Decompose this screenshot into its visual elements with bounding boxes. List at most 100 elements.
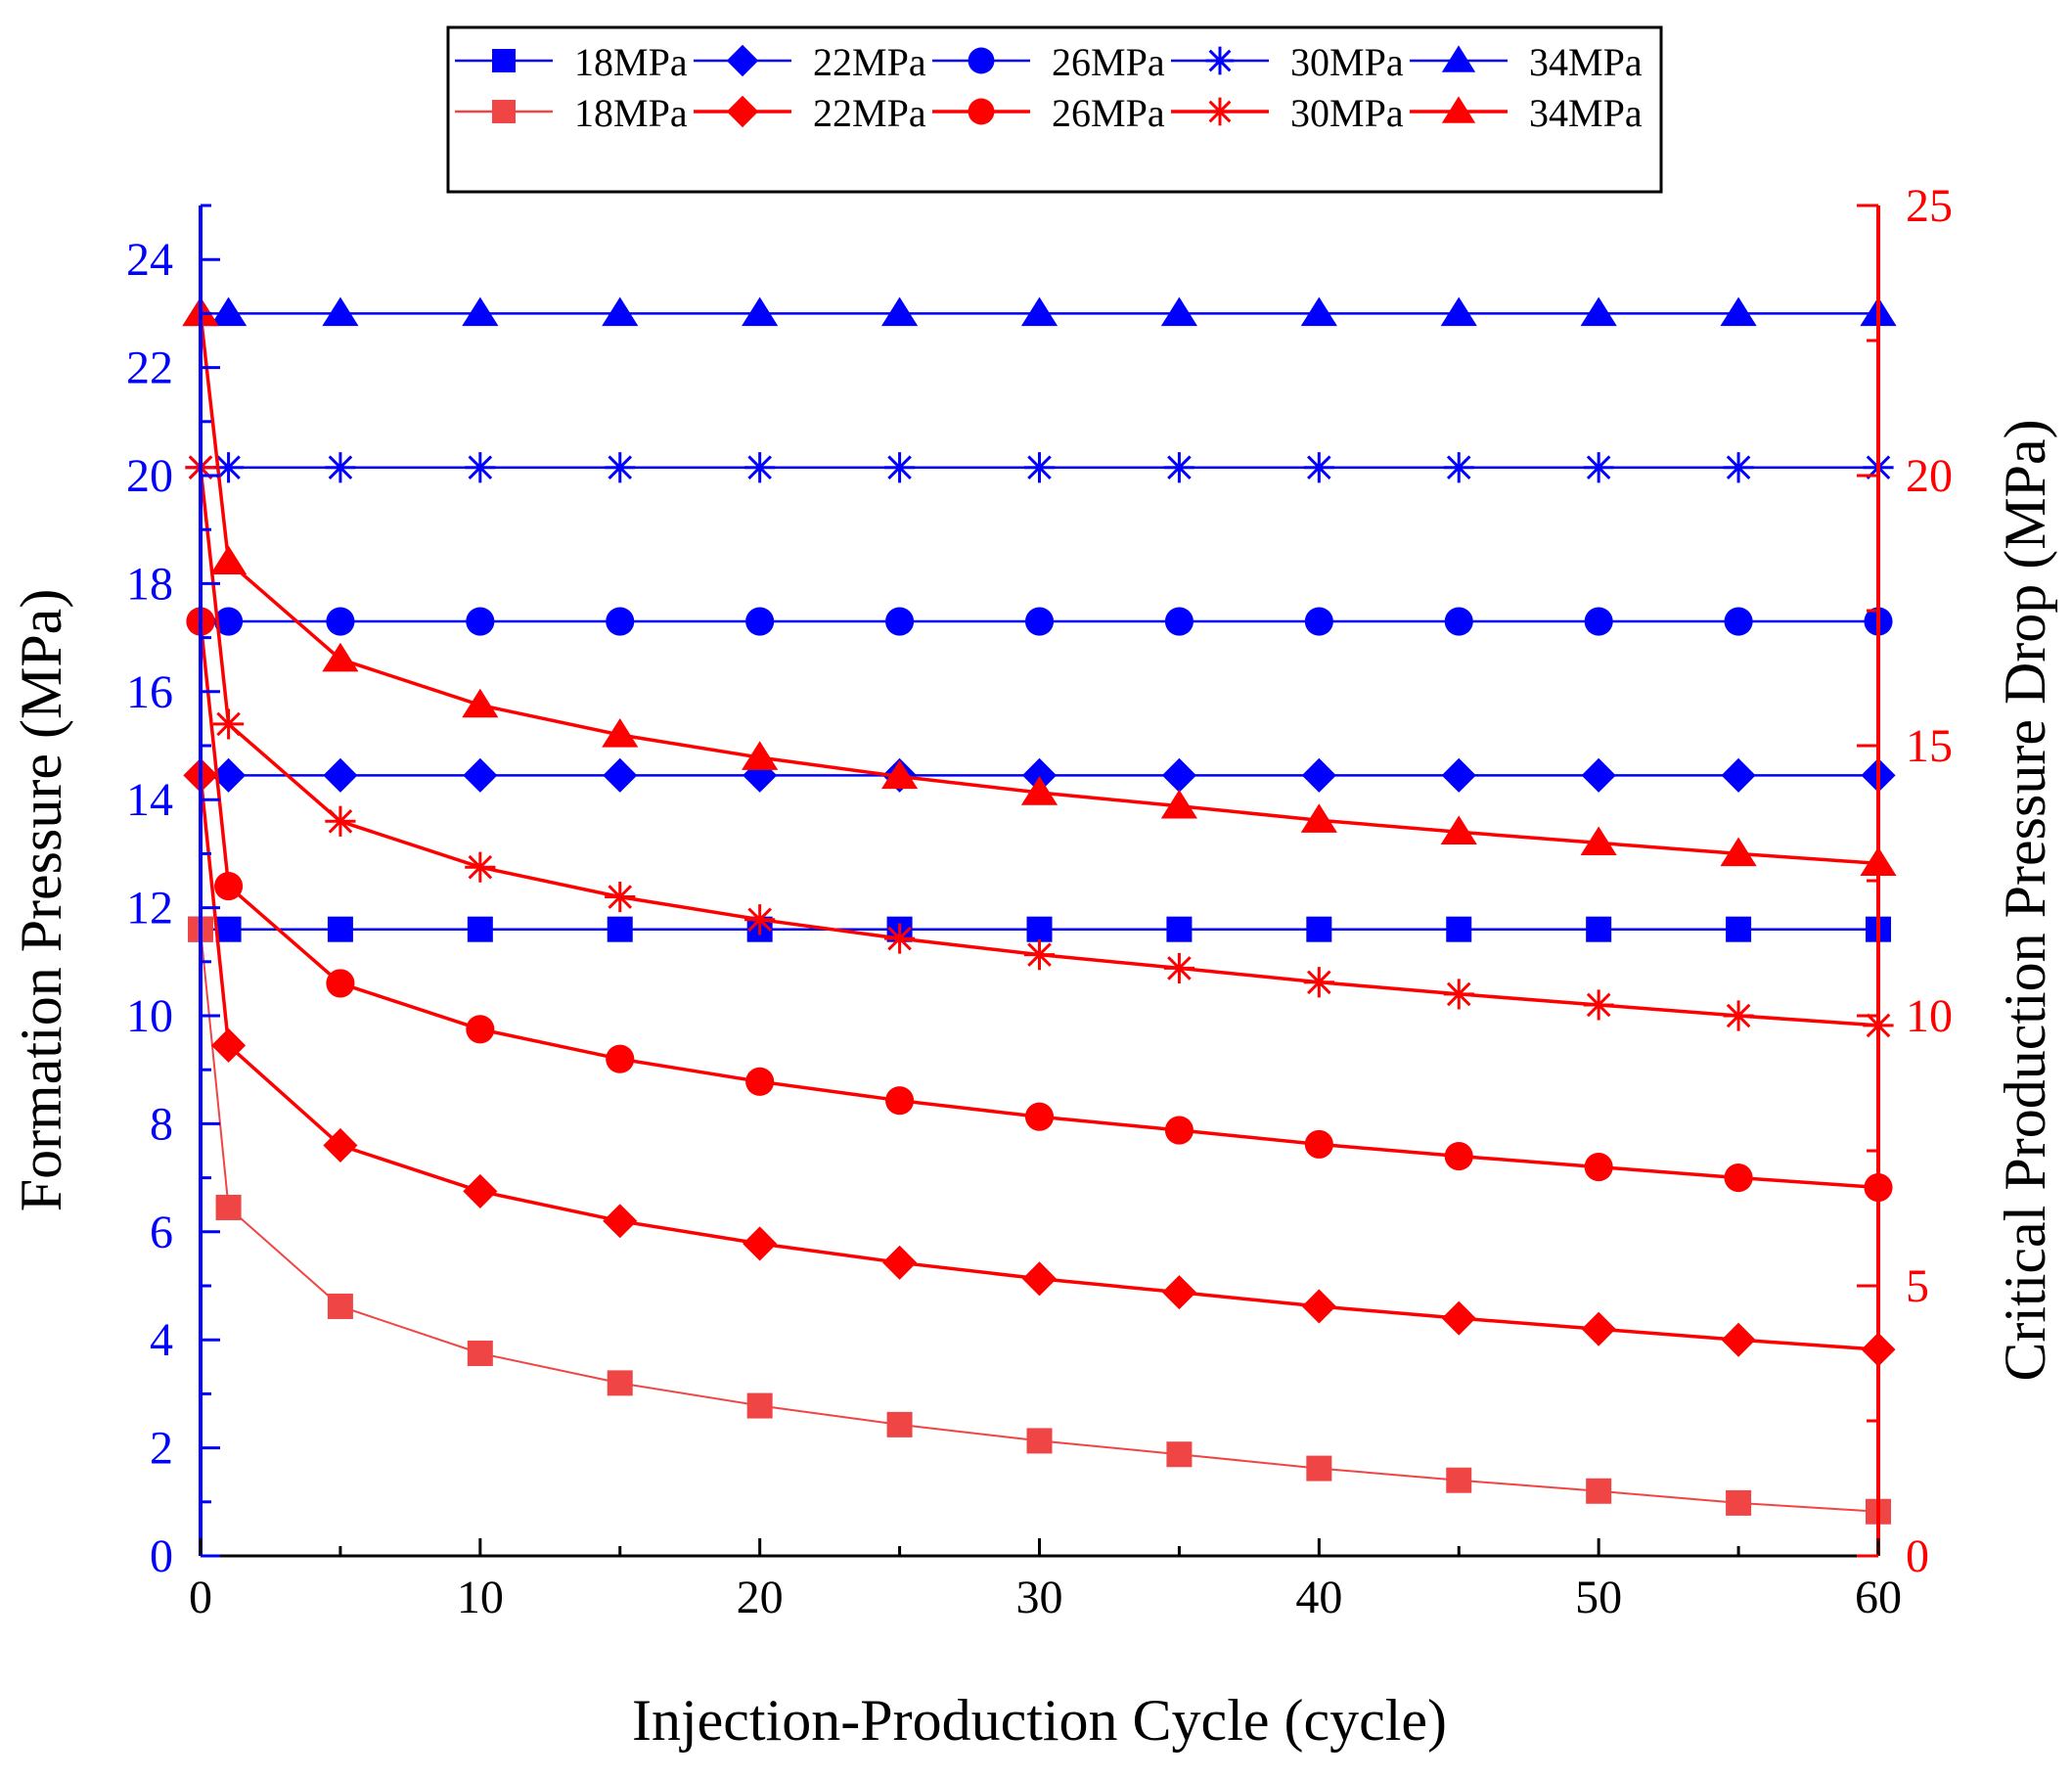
legend-drop-marker-34MPa <box>1441 96 1476 123</box>
drop-point-34MPa-30 <box>1020 776 1059 805</box>
x-tick-label-10: 10 <box>457 1572 504 1623</box>
drop-line-22MPa <box>199 775 1879 1351</box>
drop-point-22MPa-1 <box>211 1027 247 1063</box>
left-y-tick-label-4: 4 <box>150 1314 173 1366</box>
formation-point-34MPa-55 <box>1720 296 1757 327</box>
drop-point-26MPa-45 <box>1444 1141 1473 1171</box>
drop-point-34MPa-1 <box>209 545 248 574</box>
formation-point-34MPa-35 <box>1160 296 1198 327</box>
right-y-tick-label-10: 10 <box>1906 990 1953 1042</box>
formation-point-26MPa-20 <box>745 607 775 636</box>
left-y-tick-label-20: 20 <box>126 450 173 502</box>
drop-point-26MPa-20 <box>745 1067 775 1096</box>
formation-point-26MPa-40 <box>1304 607 1333 636</box>
formation-point-18MPa-55 <box>1726 916 1752 942</box>
formation-point-26MPa-10 <box>466 607 495 636</box>
drop-point-18MPa-10 <box>467 1341 493 1366</box>
drop-point-30MPa-10 <box>465 851 496 883</box>
drop-point-34MPa-50 <box>1580 826 1617 856</box>
right-y-tick-label-0: 0 <box>1906 1530 1929 1582</box>
drop-point-30MPa-25 <box>883 923 916 954</box>
right-y-tick-label-5: 5 <box>1906 1260 1929 1312</box>
drop-point-30MPa-20 <box>744 904 776 935</box>
drop-point-22MPa-10 <box>463 1173 498 1209</box>
formation-point-34MPa-15 <box>602 296 639 327</box>
drop-point-18MPa-20 <box>746 1392 773 1419</box>
formation-point-34MPa-40 <box>1300 296 1337 327</box>
legend-formation-label-18MPa: 18MPa <box>574 40 688 84</box>
legend-drop-marker-26MPa <box>968 98 995 125</box>
drop-point-30MPa-5 <box>325 805 356 837</box>
formation-point-34MPa-25 <box>880 296 919 327</box>
legend-drop-label-26MPa: 26MPa <box>1052 91 1165 135</box>
left-y-tick-label-10: 10 <box>126 990 173 1042</box>
drop-line-34MPa <box>199 313 1879 866</box>
formation-point-26MPa-15 <box>606 607 635 636</box>
drop-point-26MPa-50 <box>1584 1153 1613 1182</box>
drop-point-18MPa-25 <box>886 1411 913 1437</box>
formation-point-30MPa-15 <box>605 452 636 483</box>
x-tick-label-60: 60 <box>1855 1572 1902 1623</box>
drop-point-22MPa-50 <box>1581 1311 1616 1346</box>
left-y-tick-label-12: 12 <box>126 883 173 935</box>
drop-point-26MPa-30 <box>1024 1102 1055 1131</box>
formation-point-26MPa-50 <box>1584 607 1613 636</box>
drop-point-34MPa-5 <box>322 642 359 672</box>
drop-point-18MPa-30 <box>1026 1428 1053 1454</box>
drop-point-34MPa-15 <box>602 718 639 748</box>
legend-drop-marker-18MPa <box>492 100 516 123</box>
drop-point-26MPa-55 <box>1724 1163 1753 1193</box>
drop-point-18MPa-50 <box>1586 1478 1612 1504</box>
legend-drop-label-30MPa: 30MPa <box>1290 91 1404 135</box>
legend-formation-label-22MPa: 22MPa <box>813 40 926 84</box>
drop-point-22MPa-25 <box>882 1245 918 1280</box>
x-tick-label-20: 20 <box>737 1572 784 1623</box>
drop-point-34MPa-10 <box>462 688 499 718</box>
formation-point-22MPa-15 <box>603 757 638 793</box>
legend-drop-label-22MPa: 22MPa <box>813 91 926 135</box>
formation-point-30MPa-55 <box>1723 452 1754 483</box>
drop-point-30MPa-1 <box>212 708 245 740</box>
drop-point-22MPa-55 <box>1721 1322 1756 1357</box>
drop-line-18MPa <box>200 929 1879 1513</box>
left-y-tick-label-6: 6 <box>150 1207 173 1258</box>
drop-point-26MPa-15 <box>606 1044 635 1073</box>
x-tick-label-40: 40 <box>1295 1572 1342 1623</box>
formation-point-34MPa-45 <box>1440 296 1477 327</box>
formation-point-30MPa-10 <box>465 452 496 483</box>
formation-point-22MPa-35 <box>1161 757 1196 793</box>
drop-point-30MPa-45 <box>1443 979 1474 1010</box>
drop-point-26MPa-1 <box>214 871 244 901</box>
formation-point-22MPa-1 <box>211 757 247 793</box>
formation-point-26MPa-1 <box>214 607 244 636</box>
formation-point-26MPa-30 <box>1024 607 1055 636</box>
x-tick-label-50: 50 <box>1575 1572 1622 1623</box>
legend-formation-label-34MPa: 34MPa <box>1529 40 1643 84</box>
drop-point-22MPa-40 <box>1301 1289 1336 1324</box>
x-axis-title: Injection-Production Cycle (cycle) <box>632 1688 1447 1753</box>
drop-point-22MPa-5 <box>323 1127 358 1163</box>
legend-formation-marker-22MPa <box>726 44 759 77</box>
formation-point-18MPa-50 <box>1586 916 1612 942</box>
drop-point-18MPa-1 <box>215 1194 242 1220</box>
legend-formation-label-30MPa: 30MPa <box>1290 40 1404 84</box>
left-y-tick-label-18: 18 <box>126 558 173 610</box>
formation-point-34MPa-30 <box>1020 296 1059 327</box>
formation-point-26MPa-35 <box>1164 607 1194 636</box>
drop-point-22MPa-45 <box>1441 1300 1476 1336</box>
formation-point-18MPa-15 <box>607 916 633 942</box>
drop-point-30MPa-50 <box>1583 989 1614 1021</box>
formation-point-30MPa-45 <box>1443 452 1474 483</box>
legend-formation-marker-18MPa <box>492 49 516 72</box>
left-y-tick-label-8: 8 <box>150 1098 173 1150</box>
formation-point-22MPa-10 <box>463 757 498 793</box>
formation-point-18MPa-30 <box>1026 916 1053 942</box>
left-y-tick-label-22: 22 <box>126 342 173 394</box>
formation-point-18MPa-45 <box>1446 916 1472 942</box>
drop-point-18MPa-40 <box>1306 1455 1332 1482</box>
formation-point-26MPa-5 <box>326 607 355 636</box>
drop-point-30MPa-40 <box>1303 967 1334 998</box>
right-y-tick-label-25: 25 <box>1906 180 1953 232</box>
formation-point-22MPa-5 <box>323 757 358 793</box>
drop-point-30MPa-55 <box>1723 1000 1754 1031</box>
